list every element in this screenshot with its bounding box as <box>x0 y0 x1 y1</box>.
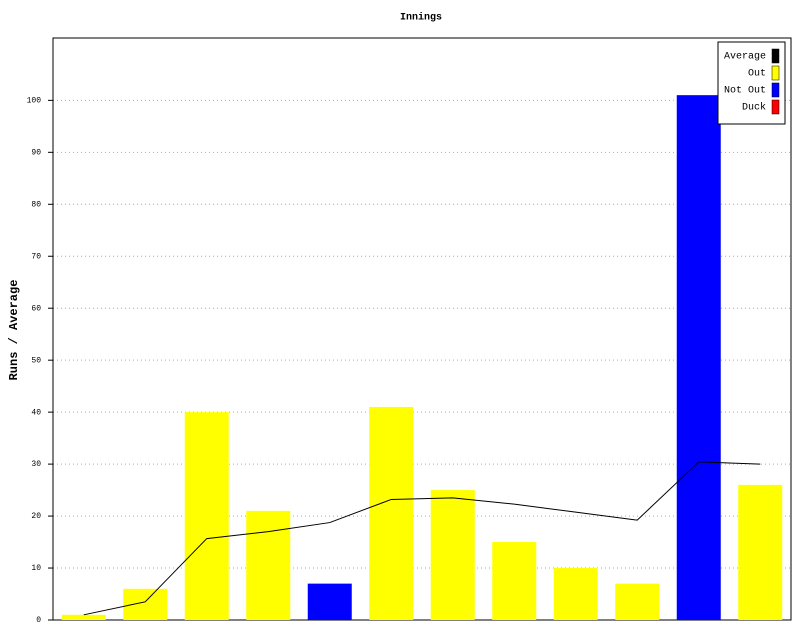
chart-title: Innings <box>400 12 442 24</box>
average-line <box>83 461 761 616</box>
y-tick-label: 10 <box>31 564 41 573</box>
legend-label: Not Out <box>724 86 766 97</box>
bar <box>61 614 106 620</box>
bar <box>430 490 475 620</box>
legend-label: Duck <box>742 102 766 114</box>
y-tick-label: 90 <box>31 148 41 157</box>
legend-swatch <box>771 65 780 81</box>
y-tick-label: 80 <box>31 200 41 209</box>
bar <box>492 542 537 620</box>
bar <box>369 406 414 620</box>
bar <box>553 568 598 620</box>
bar <box>246 510 291 620</box>
plot-frame <box>52 37 792 621</box>
legend-swatch <box>771 99 780 115</box>
bar <box>615 583 660 620</box>
legend-label: Out <box>748 69 766 80</box>
y-axis-label: Runs / Average <box>7 280 21 381</box>
legend-swatch <box>771 82 780 98</box>
bar <box>676 95 721 621</box>
legend-swatch <box>771 48 780 64</box>
y-tick-label: 60 <box>31 304 41 313</box>
y-tick-label: 30 <box>31 460 41 469</box>
legend-label: Average <box>724 52 766 63</box>
y-tick-label: 20 <box>31 512 41 521</box>
y-tick-label: 100 <box>27 96 42 105</box>
y-tick-label: 0 <box>36 616 41 625</box>
y-tick-label: 40 <box>31 408 41 417</box>
bar <box>184 412 229 620</box>
bar <box>738 484 783 620</box>
bar <box>307 583 352 620</box>
y-tick-label: 70 <box>31 252 41 261</box>
y-tick-label: 50 <box>31 356 41 365</box>
bar <box>123 588 168 620</box>
